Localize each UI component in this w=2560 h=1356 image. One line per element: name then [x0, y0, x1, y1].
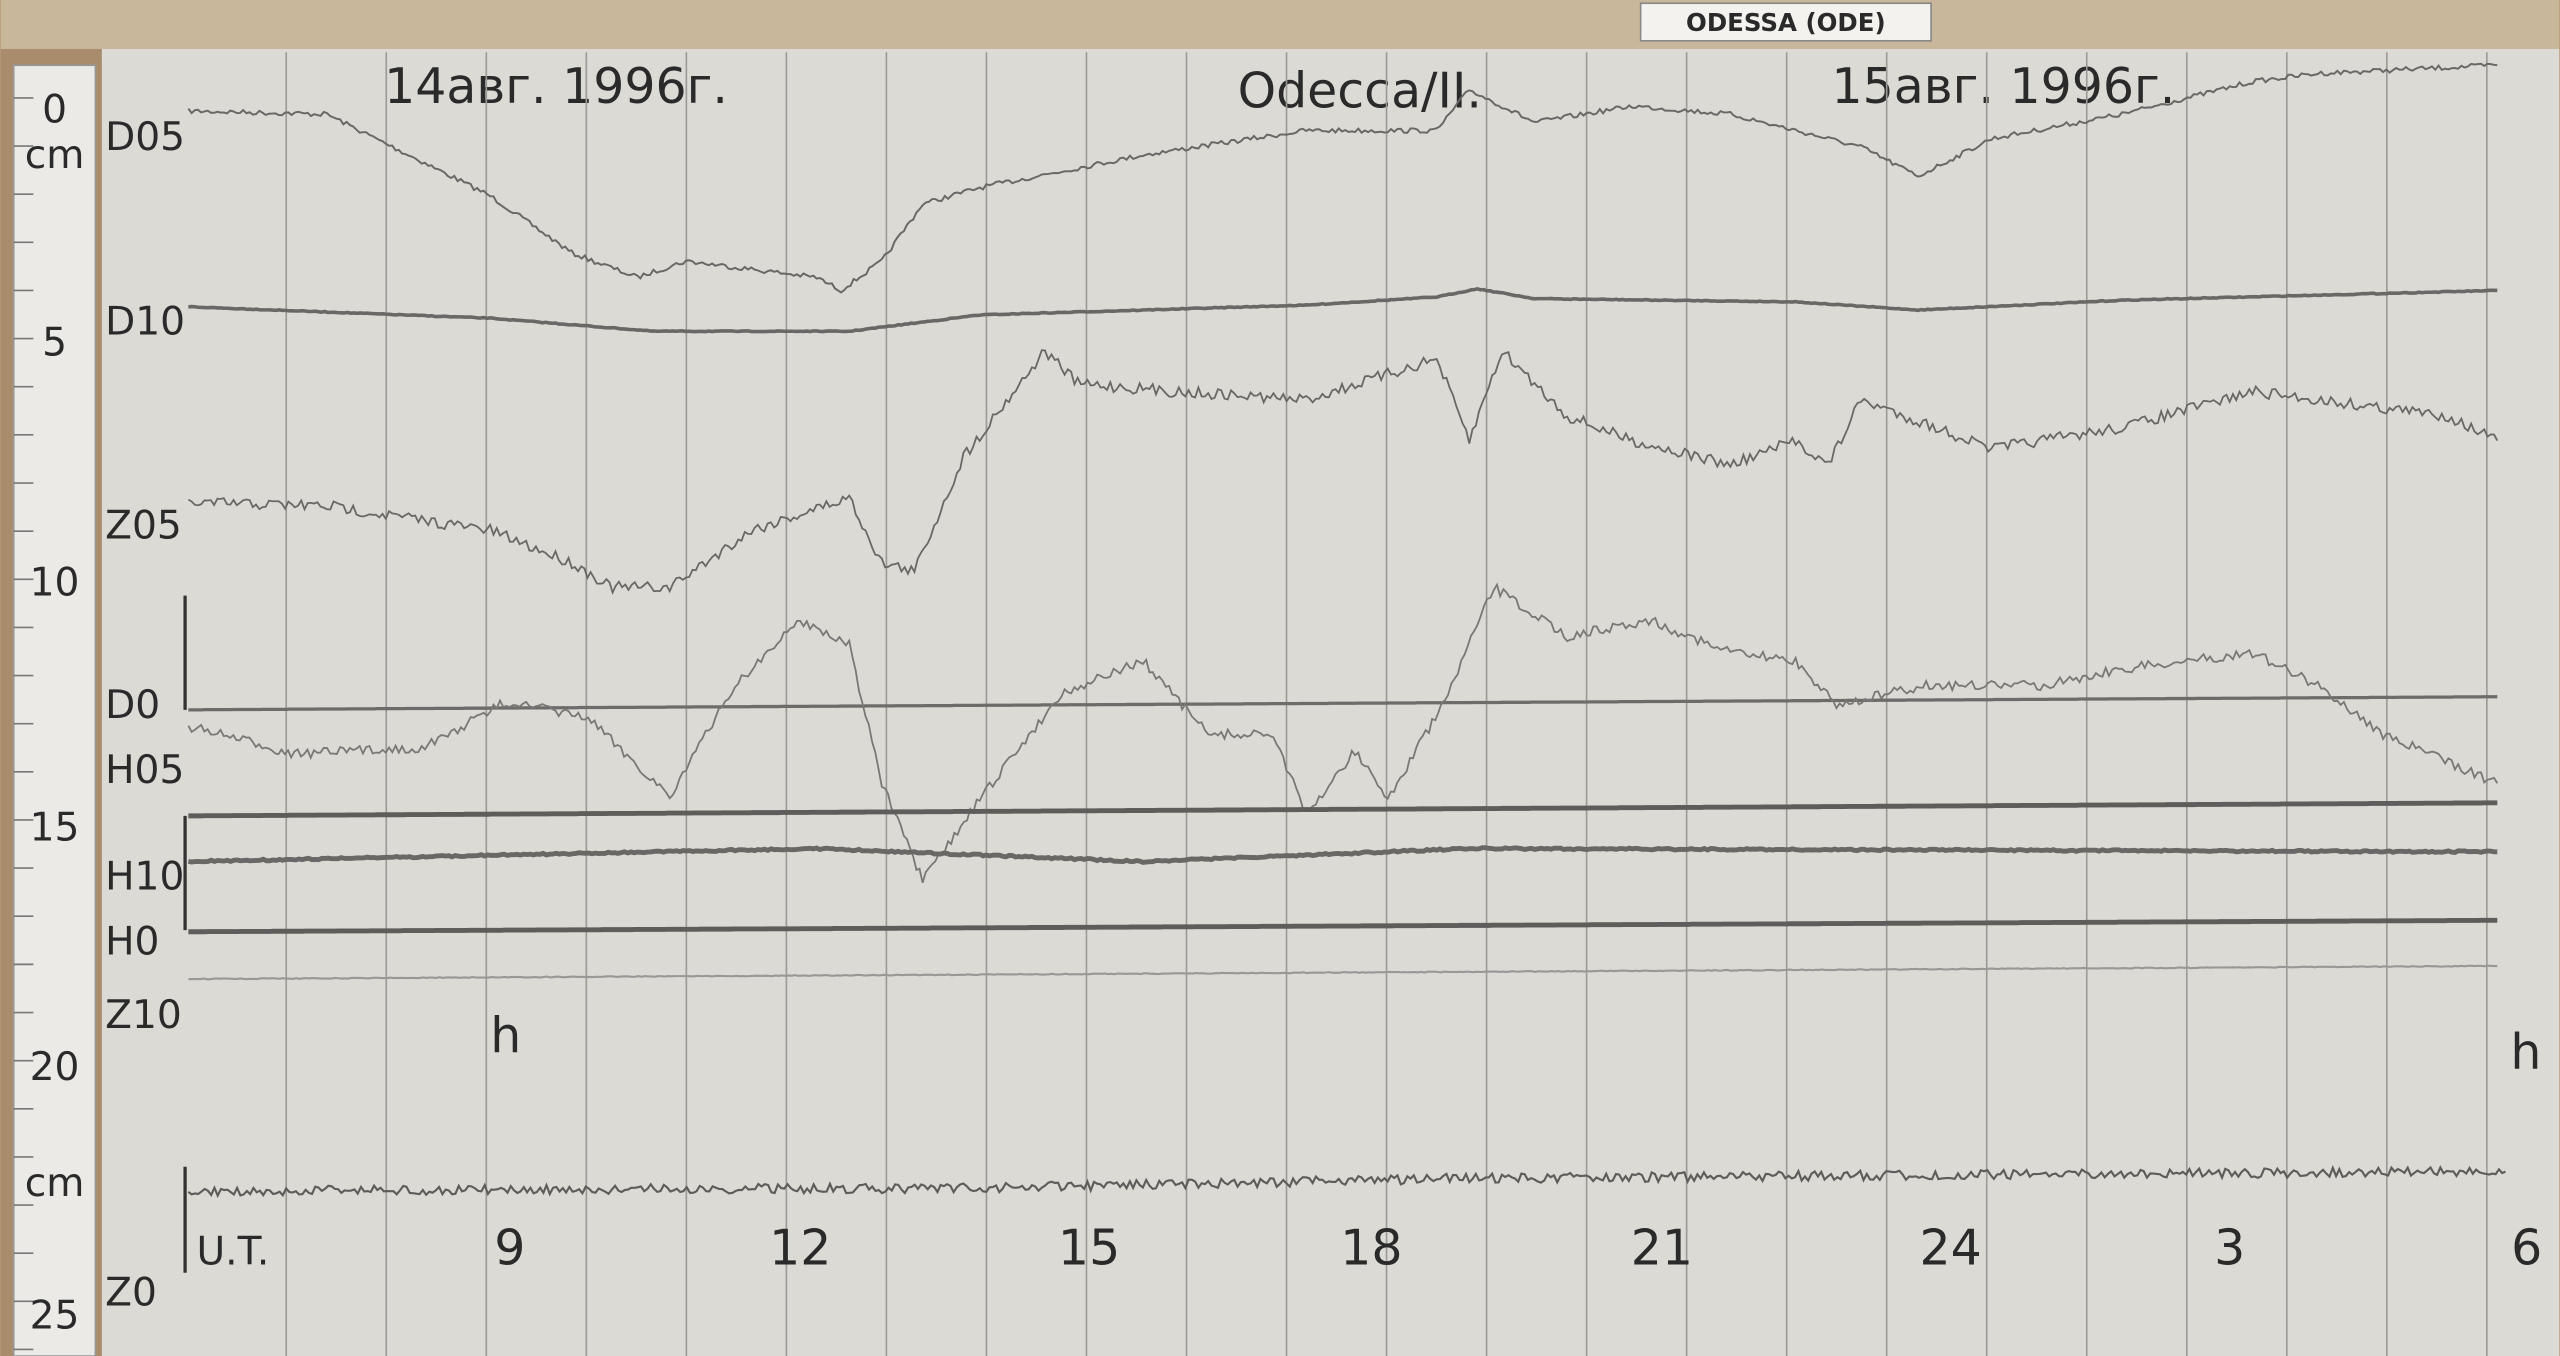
record-title: Odecca/II.: [1238, 63, 1482, 120]
time-axis-label: U.T.: [197, 1230, 270, 1275]
hour-label: 21: [1631, 1220, 1693, 1277]
ruler-label: 5: [42, 321, 67, 366]
trace-label: H10: [105, 854, 184, 899]
trace-label: H05: [105, 748, 184, 793]
ruler-label: cm: [25, 1161, 85, 1206]
station-label-box: [1639, 2, 1932, 42]
station-label: ODESSA (ODE): [1686, 8, 1886, 37]
trace: [187, 1164, 2506, 1199]
trace-label: Z10: [105, 993, 182, 1038]
trace: [187, 582, 2499, 884]
hour-label: 3: [2214, 1220, 2245, 1277]
trace-label: Z05: [105, 503, 182, 548]
hour-label: 24: [1920, 1220, 1982, 1277]
wall-top: [0, 0, 2560, 49]
hour-label: 15: [1058, 1220, 1120, 1277]
trace: [187, 349, 2499, 595]
trace: [188, 917, 2498, 935]
hour-label: 12: [769, 1220, 831, 1277]
date-right: 15авг. 1996г.: [1832, 58, 2176, 115]
ruler-label: 15: [30, 805, 80, 850]
date-left: 14авг. 1996г.: [384, 58, 728, 115]
ruler-label: cm: [25, 133, 85, 178]
ruler: [12, 64, 97, 1356]
trace: [188, 286, 2498, 334]
ruler-label: 10: [30, 561, 80, 606]
trace-label: Z0: [105, 1270, 157, 1315]
hour-label: 9: [494, 1220, 525, 1277]
trace: [187, 845, 2498, 865]
trace: [188, 695, 2498, 712]
labels: 0cm5101520cm25D05D10Z05D0H05H10H0Z10Z0U.…: [25, 87, 2543, 1338]
hour-label: 6: [2511, 1220, 2542, 1277]
trace-label: D0: [105, 683, 160, 728]
hour-label: 18: [1340, 1220, 1402, 1277]
ruler-label: 25: [30, 1293, 80, 1338]
trace-label: D05: [105, 115, 185, 160]
trace-label: H0: [105, 920, 159, 965]
trace: [188, 800, 2498, 819]
traces: [183, 62, 2506, 1273]
ruler-label: 0: [42, 87, 67, 132]
hour-marker: h: [490, 1007, 521, 1064]
trace: [188, 964, 2498, 981]
ruler-label: 20: [30, 1045, 80, 1090]
trace-label: D10: [105, 300, 185, 345]
trace: [187, 62, 2498, 294]
hour-marker: h: [2510, 1024, 2541, 1081]
